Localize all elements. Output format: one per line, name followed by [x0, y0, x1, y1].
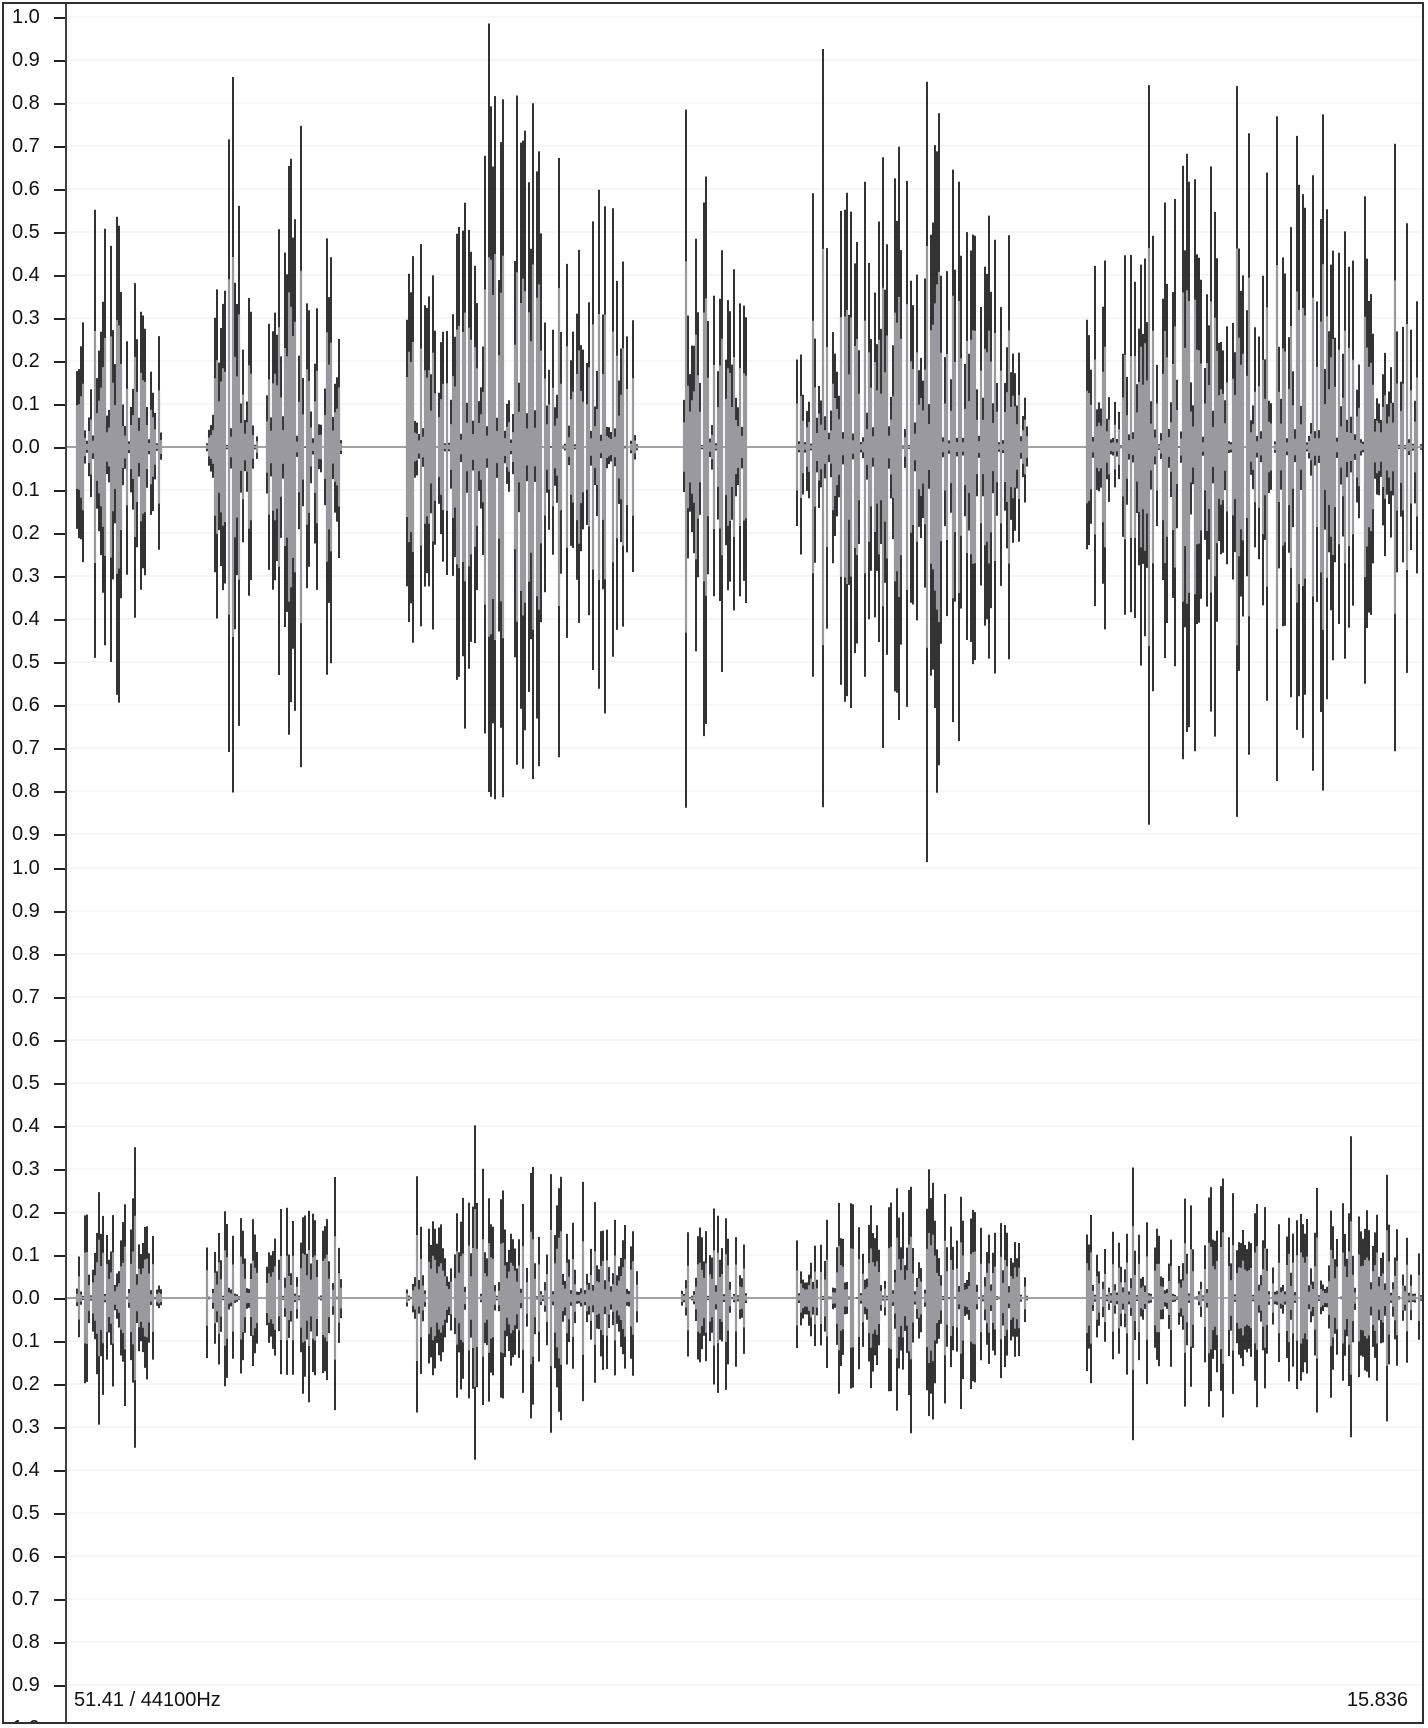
- channel-2-tick-mark: [54, 1470, 65, 1472]
- waveform-canvas[interactable]: [67, 4, 1422, 1722]
- channel-1-tick-mark: [54, 791, 65, 793]
- channel-2-tick-label: 0.5: [12, 1072, 40, 1094]
- waveform-svg: [67, 16, 1422, 1686]
- channel-1-tick-mark: [54, 705, 65, 707]
- channel-2-tick-mark: [54, 911, 65, 913]
- channel-2-tick-label: 0.9: [12, 1674, 40, 1696]
- channel-1-tick-label: 0.7: [12, 737, 40, 759]
- channel-1-tick-label: 0.6: [12, 178, 40, 200]
- channel-2-tick-mark: [54, 1384, 65, 1386]
- channel-2-tick-mark: [54, 1427, 65, 1429]
- channel-1-tick-mark: [54, 17, 65, 19]
- channel-2-tick-mark: [54, 1642, 65, 1644]
- channel-2-tick-mark: [54, 1513, 65, 1515]
- channel-1-tick-mark: [54, 103, 65, 105]
- channel-2-tick-label: 1.0: [12, 1718, 40, 1722]
- channel-2-waveform[interactable]: [67, 1125, 1422, 1460]
- channel-2-tick-label: 0.4: [12, 1115, 40, 1137]
- channel-2-tick-label: 0.6: [12, 1545, 40, 1567]
- channel-1-tick-label: 0.0: [12, 436, 40, 458]
- channel-1-tick-label: 0.9: [12, 823, 40, 845]
- channel-2-tick-mark: [54, 997, 65, 999]
- channel-1-tick-label: 0.4: [12, 264, 40, 286]
- channel-2-tick-label: 0.0: [12, 1287, 40, 1309]
- channel-2-tick-label: 0.6: [12, 1029, 40, 1051]
- ch2-rms: [75, 1209, 1422, 1387]
- channel-2-tick-mark: [54, 1298, 65, 1300]
- channel-1-tick-label: 0.4: [12, 608, 40, 630]
- channel-1-tick-label: 0.8: [12, 92, 40, 114]
- channel-2-tick-mark: [54, 1255, 65, 1257]
- ch1-rms: [75, 246, 1422, 648]
- channel-1-tick-label: 0.1: [12, 393, 40, 415]
- channel-2-tick-mark: [54, 1040, 65, 1042]
- channel-2-tick-label: 0.3: [12, 1416, 40, 1438]
- channel-1-tick-label: 0.2: [12, 350, 40, 372]
- channel-2-tick-label: 0.4: [12, 1459, 40, 1481]
- channel-1-tick-label: 0.8: [12, 780, 40, 802]
- channel-1-tick-mark: [54, 447, 65, 449]
- channel-2-tick-label: 0.3: [12, 1158, 40, 1180]
- channel-1-tick-mark: [54, 60, 65, 62]
- channel-2-tick-label: 0.7: [12, 1588, 40, 1610]
- channel-1-tick-label: 0.6: [12, 694, 40, 716]
- channel-2-tick-mark: [54, 1212, 65, 1214]
- channel-1-tick-label: 0.5: [12, 221, 40, 243]
- channel-2-tick-label: 0.9: [12, 900, 40, 922]
- channel-1-tick-mark: [54, 404, 65, 406]
- channel-1-tick-mark: [54, 662, 65, 664]
- channel-1-tick-label: 0.5: [12, 651, 40, 673]
- channel-1-tick-label: 0.9: [12, 49, 40, 71]
- channel-1-tick-mark: [54, 490, 65, 492]
- channel-2-tick-mark: [54, 1685, 65, 1687]
- zoom-rate-readout: 51.41 / 44100Hz: [74, 1689, 221, 1711]
- channel-1-tick-label: 0.3: [12, 307, 40, 329]
- channel-1-tick-mark: [54, 146, 65, 148]
- channel-1-tick-mark: [54, 576, 65, 578]
- channel-1-tick-label: 0.3: [12, 565, 40, 587]
- channel-1-tick-label: 1.0: [12, 6, 40, 28]
- channel-2-tick-mark: [54, 1169, 65, 1171]
- channel-1-tick-label: 0.2: [12, 522, 40, 544]
- channel-1-tick-mark: [54, 619, 65, 621]
- channel-2-tick-label: 0.5: [12, 1502, 40, 1524]
- channel-2-tick-mark: [54, 1126, 65, 1128]
- channel-2-tick-label: 0.2: [12, 1373, 40, 1395]
- channel-1-tick-mark: [54, 361, 65, 363]
- channel-1-tick-mark: [54, 748, 65, 750]
- channel-2-tick-mark: [54, 954, 65, 956]
- channel-2-tick-label: 0.8: [12, 943, 40, 965]
- playhead-position-readout: 15.836: [1346, 1689, 1408, 1711]
- channel-2-tick-label: 0.7: [12, 986, 40, 1008]
- amplitude-ruler: 1.0 0.9 0.8 0.7 0.6 0.5 0.4 0.3 0.2 0.1 0.0 0.1 0.2 0…: [4, 4, 67, 1722]
- channel-1-tick-label: 0.1: [12, 479, 40, 501]
- channel-2-tick-mark: [54, 1341, 65, 1343]
- channel-1-tick-mark: [54, 834, 65, 836]
- channel-2-tick-label: 0.2: [12, 1201, 40, 1223]
- channel-2-tick-mark: [54, 1556, 65, 1558]
- channel-2-tick-mark: [54, 868, 65, 870]
- channel-1-tick-mark: [54, 232, 65, 234]
- channel-2-tick-label: 0.1: [12, 1330, 40, 1352]
- channel-2-tick-mark: [54, 1599, 65, 1601]
- channel-1-waveform[interactable]: [67, 23, 1422, 863]
- channel-2-tick-label: 0.1: [12, 1244, 40, 1266]
- channel-1-tick-label: 0.7: [12, 135, 40, 157]
- channel-1-tick-mark: [54, 318, 65, 320]
- channel-1-tick-mark: [54, 275, 65, 277]
- channel-1-tick-mark: [54, 189, 65, 191]
- channel-2-tick-mark: [54, 1083, 65, 1085]
- channel-2-tick-label: 0.8: [12, 1631, 40, 1653]
- channel-1-tick-mark: [54, 533, 65, 535]
- gridlines: [67, 16, 1422, 1686]
- channel-2-tick-label: 1.0: [12, 857, 40, 879]
